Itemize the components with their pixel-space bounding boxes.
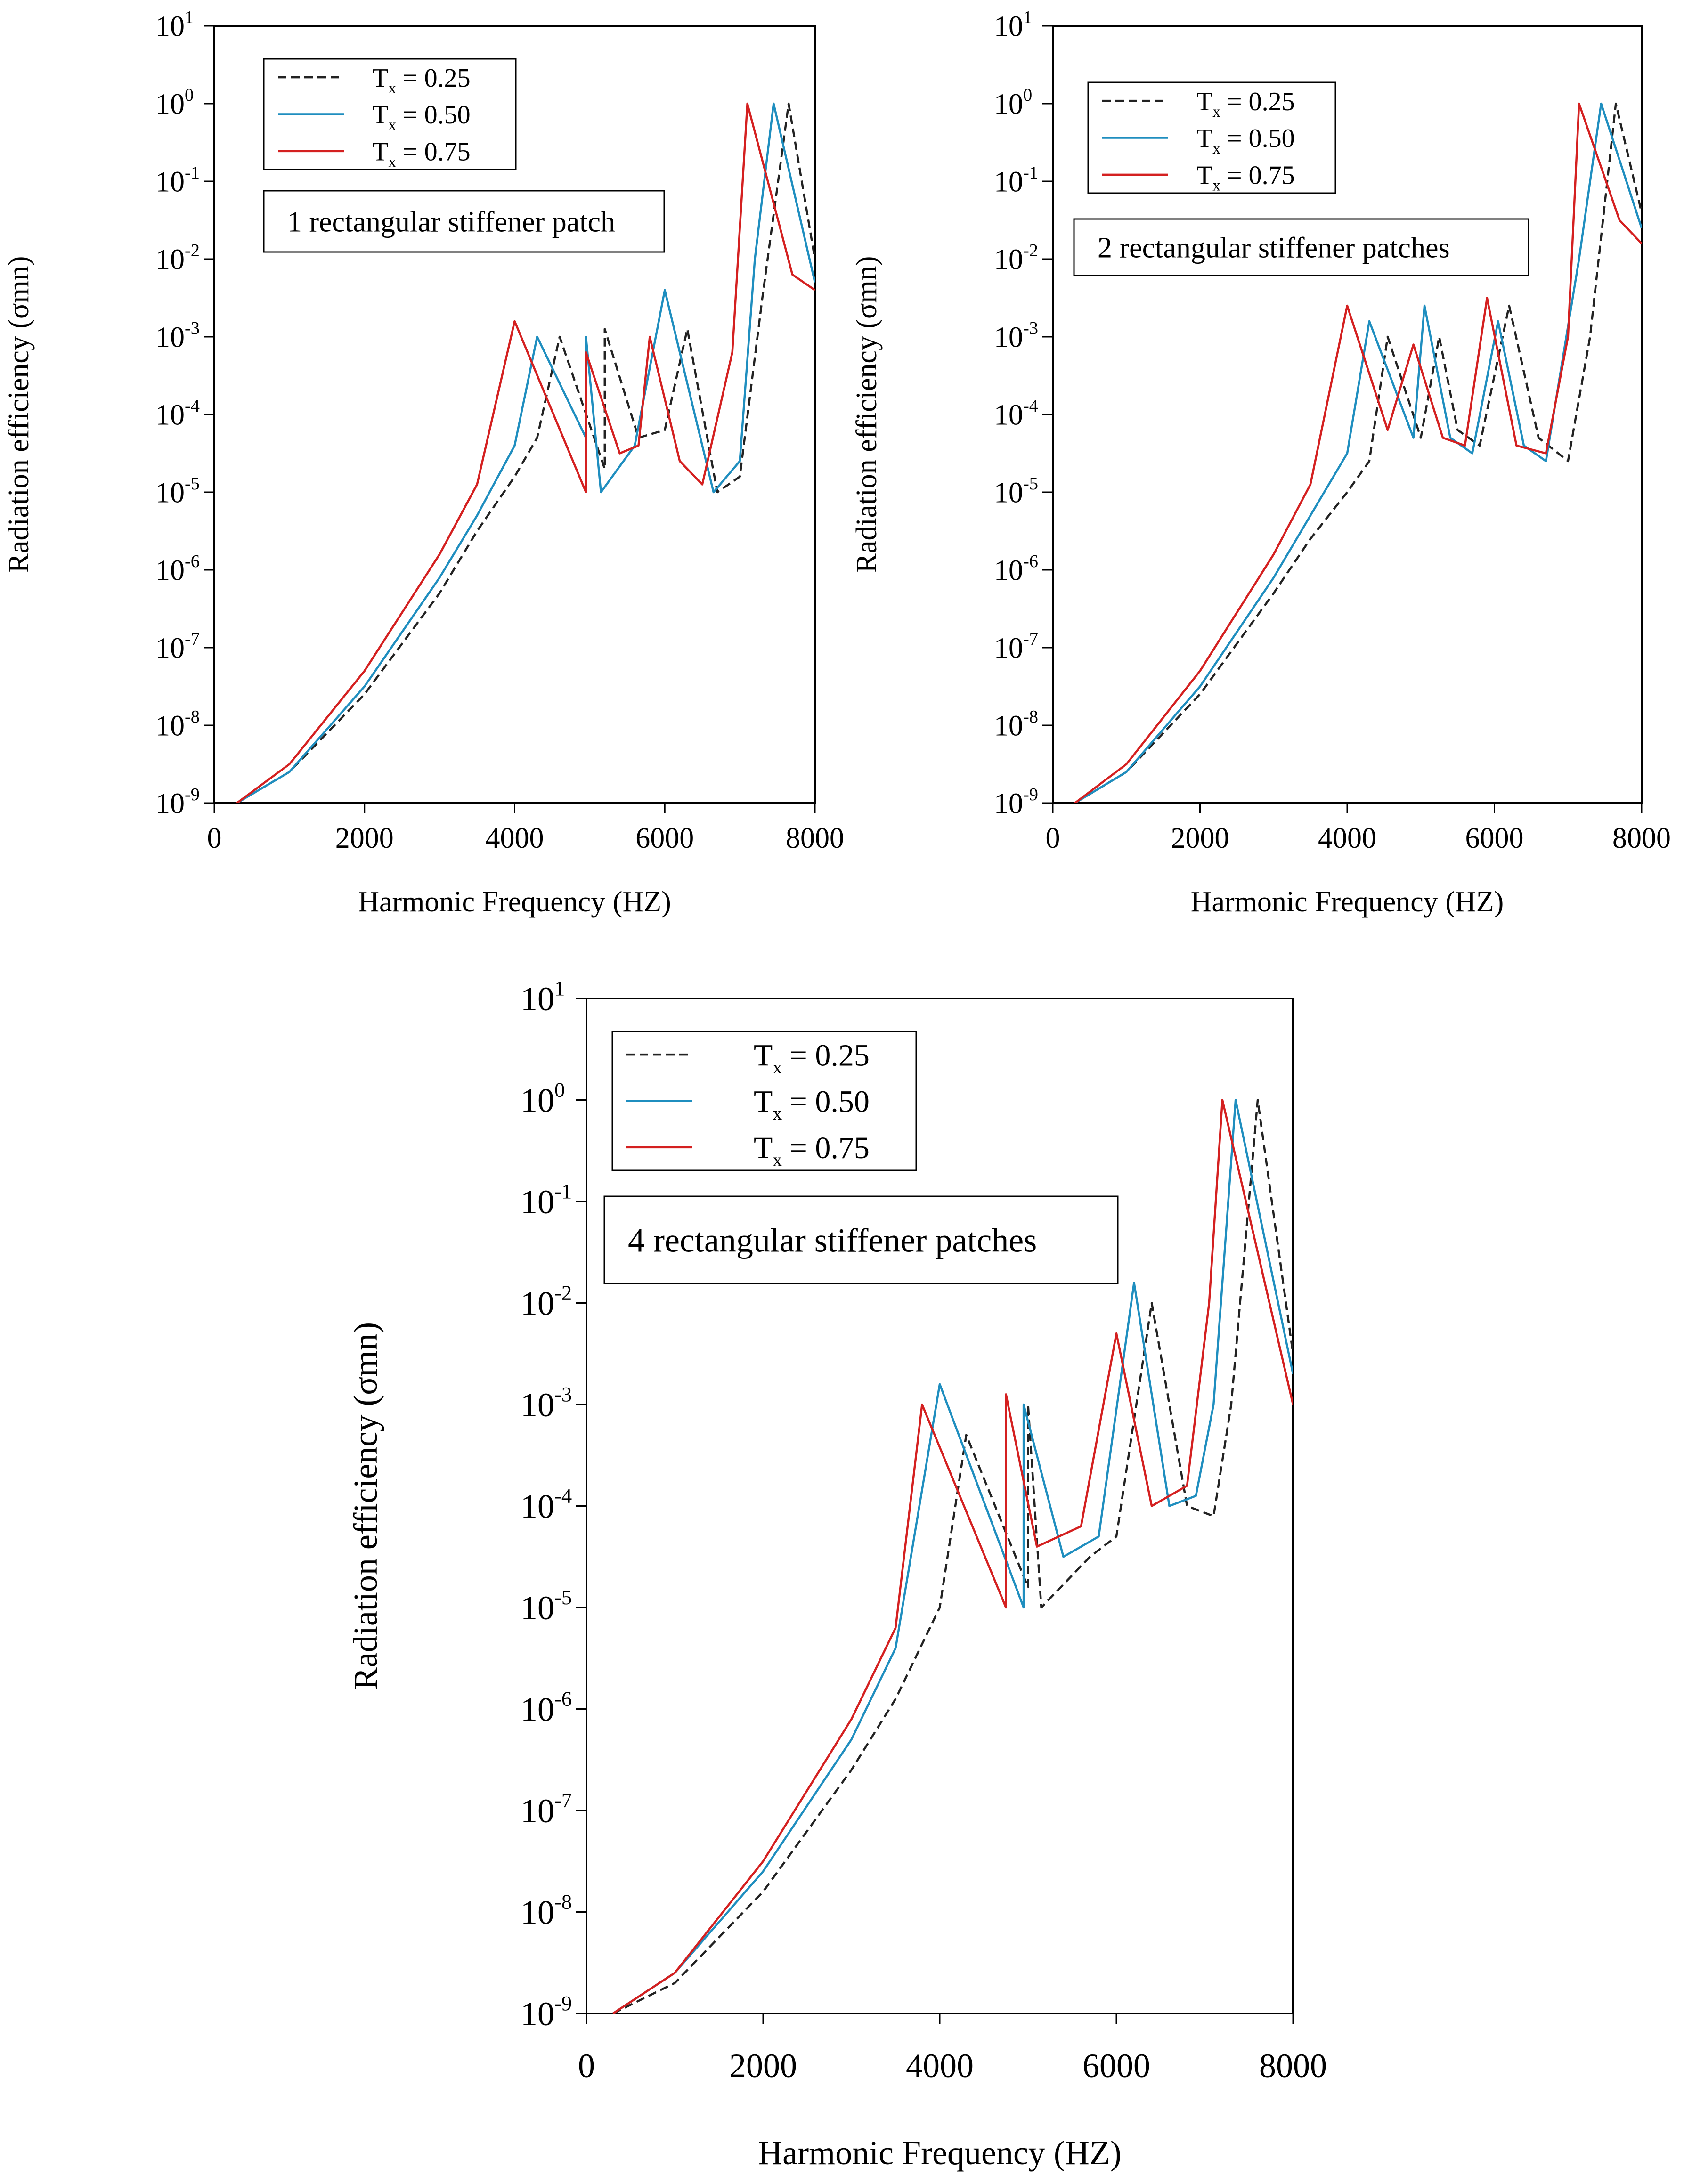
y-tick-label: 10-5 [994, 474, 1038, 509]
x-tick-label: 4000 [906, 2047, 974, 2085]
x-tick-label: 0 [578, 2047, 595, 2085]
y-axis-title: Radiation efficiency (σmn) [3, 256, 35, 573]
y-tick-label: 10-8 [155, 707, 200, 742]
y-tick-label: 10-3 [155, 318, 200, 354]
legend-label: Tx = 0.50 [1196, 124, 1295, 157]
annotation-box [1073, 218, 1529, 276]
x-tick-label: 6000 [635, 822, 694, 854]
y-tick-label: 100 [994, 85, 1032, 121]
annotation-label: 1 rectangular stiffener patch [287, 206, 615, 238]
legend-label: Tx = 0.75 [372, 137, 471, 170]
legend-label: Tx = 0.50 [372, 100, 471, 134]
chart-panel-top-right: 0 2000 4000 6000 8000 101 100 10-1 10-2 10-3 10-4 1… [851, 8, 1671, 918]
y-tick-label: 10-6 [994, 552, 1038, 587]
y-tick-label: 10-6 [521, 1687, 572, 1728]
x-tick-label: 4000 [486, 822, 544, 854]
y-tick-label: 101 [521, 976, 565, 1018]
y-tick-label: 10-9 [521, 1991, 572, 2033]
legend-label: Tx = 0.50 [754, 1085, 870, 1124]
y-tick-label: 100 [155, 85, 194, 121]
y-tick-label: 10-8 [521, 1890, 572, 1931]
legend-label: Tx = 0.75 [1196, 161, 1295, 194]
x-tick-label: 6000 [1082, 2047, 1150, 2085]
x-tick-label: 4000 [1318, 822, 1376, 854]
y-tick-label: 10-3 [521, 1382, 572, 1424]
y-tick-label: 10-7 [994, 629, 1038, 665]
y-tick-label: 101 [155, 8, 194, 43]
annotation-box [263, 190, 665, 253]
x-tick-label: 6000 [1465, 822, 1524, 854]
y-tick-label: 10-1 [994, 163, 1038, 198]
x-tick-label: 0 [1046, 822, 1060, 854]
chart-panel-bottom: 0 2000 4000 6000 8000 101 100 10-1 10-2 10-3 10-4 1… [347, 976, 1327, 2172]
chart-panel-top-left: 0 2000 4000 6000 8000 101 100 10-1 10-2 10-3 10-4 1… [3, 8, 844, 918]
y-tick-label: 10-4 [521, 1484, 572, 1525]
series-line [236, 102, 815, 803]
x-tick-label: 2000 [1171, 822, 1229, 854]
y-tick-label: 10-8 [994, 707, 1038, 742]
x-axis-title: Harmonic Frequency (HZ) [1191, 886, 1504, 918]
annotation-label: 4 rectangular stiffener patches [628, 1222, 1037, 1259]
y-tick-label: 10-3 [994, 318, 1038, 354]
series-line [236, 102, 815, 803]
y-tick-label: 101 [994, 8, 1032, 43]
x-tick-label: 8000 [1259, 2047, 1327, 2085]
legend-label: Tx = 0.25 [1196, 87, 1295, 121]
legend-label: Tx = 0.25 [754, 1038, 870, 1078]
y-tick-label: 10-1 [155, 163, 200, 198]
series-line [1074, 102, 1642, 803]
series-line [612, 1099, 1293, 2014]
y-tick-label: 10-6 [155, 552, 200, 587]
y-axis-title: Radiation efficiency (σmn) [851, 256, 883, 573]
y-tick-label: 10-2 [994, 241, 1038, 276]
x-axis-title: Harmonic Frequency (HZ) [758, 2134, 1122, 2172]
annotation-box [603, 1195, 1119, 1284]
y-tick-label: 100 [521, 1078, 565, 1119]
y-tick-label: 10-2 [155, 241, 200, 276]
legend-label: Tx = 0.25 [372, 64, 471, 97]
legend-label: Tx = 0.75 [754, 1131, 870, 1170]
y-tick-label: 10-2 [521, 1281, 572, 1322]
y-axis-title: Radiation efficiency (σmn) [347, 1322, 384, 1690]
x-tick-label: 2000 [729, 2047, 797, 2085]
y-tick-label: 10-7 [521, 1788, 572, 1830]
y-tick-label: 10-4 [994, 396, 1038, 431]
x-tick-label: 8000 [786, 822, 844, 854]
y-tick-label: 10-5 [521, 1585, 572, 1627]
series-line [1074, 102, 1642, 803]
x-tick-label: 8000 [1612, 822, 1671, 854]
y-tick-label: 10-4 [155, 396, 200, 431]
y-tick-label: 10-1 [521, 1179, 572, 1221]
series-line [612, 1099, 1293, 2014]
y-tick-label: 10-7 [155, 629, 200, 665]
x-tick-label: 2000 [335, 822, 394, 854]
y-tick-label: 10-9 [155, 785, 200, 820]
x-axis-title: Harmonic Frequency (HZ) [358, 886, 671, 918]
annotation-label: 2 rectangular stiffener patches [1098, 232, 1450, 264]
series-line [612, 1099, 1293, 2014]
y-tick-label: 10-5 [155, 474, 200, 509]
x-tick-label: 0 [207, 822, 222, 854]
y-tick-label: 10-9 [994, 785, 1038, 820]
series-line [236, 102, 815, 803]
